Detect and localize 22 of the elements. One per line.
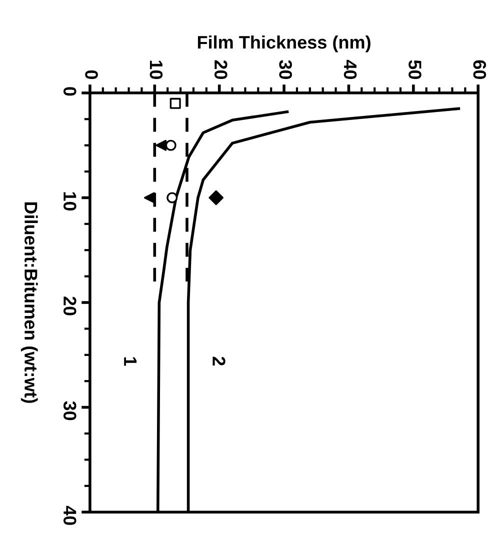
point bbox=[208, 190, 224, 206]
point bbox=[144, 192, 155, 204]
x-tick-label: 40 bbox=[344, 60, 357, 79]
y-tick-label: 0 bbox=[64, 87, 76, 96]
point bbox=[165, 140, 176, 151]
x-tick-label: 60 bbox=[473, 60, 486, 79]
point bbox=[170, 98, 181, 109]
x-tick-label: 30 bbox=[279, 60, 292, 79]
point bbox=[166, 192, 178, 204]
text: 2 bbox=[212, 356, 226, 366]
y-axis-title: Diluent:Bitumen (wt:wt) bbox=[20, 202, 38, 403]
y-tick-label: 30 bbox=[63, 401, 76, 420]
text: 1 bbox=[124, 357, 137, 366]
point bbox=[156, 140, 167, 151]
x-tick-label: 20 bbox=[214, 60, 228, 79]
y-tick-label: 10 bbox=[64, 192, 76, 211]
y-tick-label: 40 bbox=[64, 506, 76, 525]
x-tick-label: 0 bbox=[85, 70, 98, 79]
x-axis-title: Film Thickness (nm) bbox=[198, 35, 370, 52]
x-tick-label: 50 bbox=[408, 60, 422, 79]
y-tick-label: 20 bbox=[64, 296, 76, 316]
x-tick-label: 10 bbox=[150, 60, 163, 79]
